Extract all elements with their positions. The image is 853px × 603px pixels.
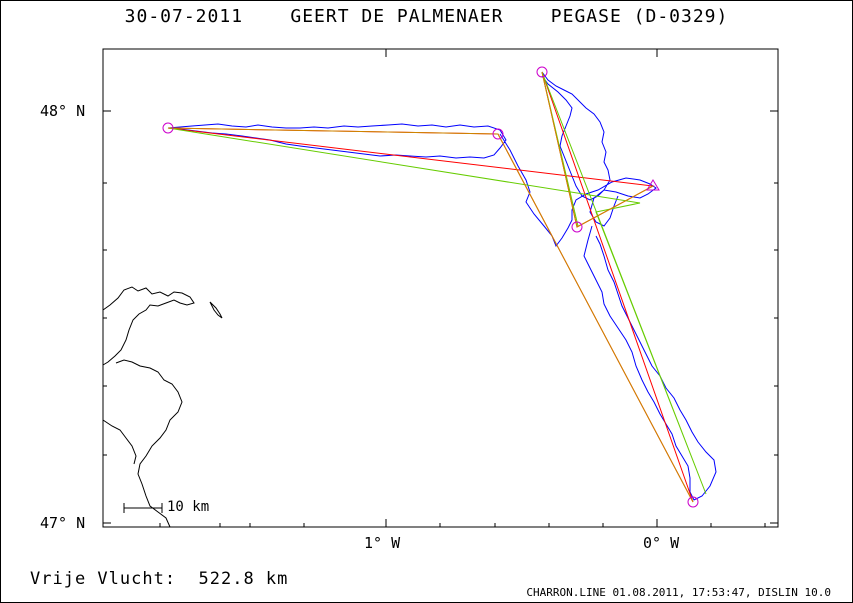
scale-bar-label: 10 km: [167, 499, 210, 515]
turnpoint-3: [571, 221, 583, 233]
green-route: [167, 71, 707, 495]
turnpoint-start: [162, 122, 174, 134]
turnpoint-2: [536, 66, 548, 78]
flight-track: [167, 71, 717, 501]
distance-label: Vrije Vlucht: 522.8 km: [30, 569, 289, 589]
turnpoint-triangle: [646, 179, 660, 191]
x-label-0w: 0° W: [643, 534, 680, 552]
axis-ticks: [103, 49, 778, 527]
scale-bar: [123, 503, 163, 513]
orange-route: [167, 71, 694, 503]
coastline: [102, 286, 223, 528]
turnpoint-1: [492, 128, 504, 140]
y-label-48n: 48° N: [40, 102, 86, 120]
turnpoint-4: [687, 496, 699, 508]
map-title: 30-07-2011 GEERT DE PALMENAER PEGASE (D-…: [124, 6, 729, 27]
turnpoint-markers: [162, 66, 699, 508]
y-label-47n: 47° N: [40, 514, 86, 532]
x-label-1w: 1° W: [364, 534, 401, 552]
credit-label: CHARRON.LINE 01.08.2011, 17:53:47, DISLI…: [526, 586, 831, 599]
